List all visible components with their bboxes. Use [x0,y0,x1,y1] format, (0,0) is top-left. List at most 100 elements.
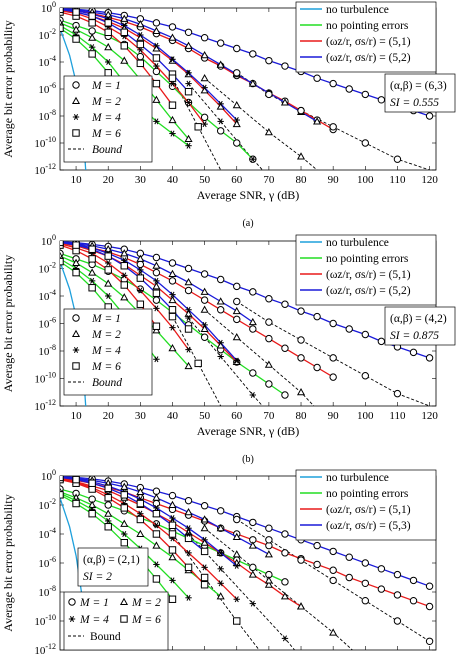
panel-caption: (a) [242,218,253,229]
no-pointing-point [153,118,160,125]
blue-series-point [88,245,96,253]
red-series-curve-M2 [60,478,302,608]
red-series-point [168,101,177,109]
blue-series-point [233,44,241,53]
bound-point [361,139,369,147]
x-tick-label: 90 [328,410,340,422]
blue-series-point [249,50,257,58]
no-pointing-point [185,142,192,149]
bound-point [233,617,241,625]
y-tick-label: 10-8 [38,343,56,358]
no-pointing-point [233,139,241,147]
star-stroke [186,530,191,538]
star-stroke [154,522,159,529]
blue-series-point [168,23,177,31]
red-series-point [329,373,337,381]
bound-point [329,123,337,131]
bound-point [393,155,402,163]
bound-point [217,565,224,572]
bound-point [217,353,224,360]
star-stroke [154,118,159,125]
blue-series-point [104,10,113,18]
blue-series-point [152,487,161,495]
red-series-curve-M6 [60,478,206,586]
no-pointing-point [152,95,161,103]
no-pointing-point [120,56,129,64]
no-pointing-point [88,277,96,284]
chart-panel-1: 100 10-2 10-4 10-6 10-8 10-10 10-12 10 20 30 40 50 6… [1,0,456,229]
y-axis-label: Average bit error probability [1,20,15,157]
blue-series-point [185,525,192,532]
bound-point [194,359,202,368]
plot-area [60,476,434,650]
star-stroke [202,84,207,91]
blue-series-point [265,524,273,532]
star-stroke [106,259,111,267]
no-pointing-point [184,134,193,143]
blue-series-point [249,518,257,527]
blue-series-point [184,325,193,333]
star-stroke [250,391,255,399]
star-stroke [170,56,175,63]
legend-marker-label: M = 2 [91,329,121,341]
bound-point [297,336,305,344]
red-series-point [409,597,418,605]
bound-point [194,123,202,131]
star-stroke [250,600,255,607]
legend-marker [72,113,80,121]
red-series-point [264,580,273,588]
legend-marker-label: M = 4 [91,345,121,357]
y-axis-label: Average bit error probability [1,494,15,631]
legend-marker [72,314,80,322]
blue-series-point [425,112,434,120]
blue-series-point [201,536,208,543]
star-stroke [218,100,223,107]
no-pointing-point [120,539,128,547]
star-stroke [218,353,223,360]
blue-series-point [153,277,160,284]
x-tick-label: 110 [389,410,406,422]
blue-series-point [345,325,353,333]
star-stroke [170,130,175,137]
red-series-point [153,305,160,312]
legend-marker-label: M = 6 [131,614,161,626]
no-pointing-point [185,594,192,601]
blue-series-point [217,339,224,346]
red-series-point [313,560,321,569]
x-tick-label: 70 [263,174,275,186]
red-series-point [201,121,208,128]
no-pointing-point [216,127,225,135]
y-tick-label: 10-6 [38,555,56,570]
red-series-point [184,286,193,295]
y-axis-label: Average bit error probability [1,255,15,392]
y-tick-label: 10-4 [38,526,56,541]
blue-series-point [169,291,176,298]
si-label: SI = 0.875 [390,330,439,342]
no-pointing-point [88,44,96,51]
red-series-point [345,573,353,582]
plot-area [60,8,434,170]
star-stroke [73,113,79,121]
blue-series-point [185,69,192,76]
bound-point [297,556,305,564]
no-pointing-point [72,268,80,277]
blue-series-point [281,530,289,538]
y-tick-label: 10-12 [34,642,56,655]
chart-panel-3: 100 10-2 10-4 10-6 10-8 10-10 10-12 Average bit… [1,468,437,655]
no-pointing-point [120,293,129,301]
red-series-point [313,363,321,372]
blue-series-point [152,26,161,35]
blue-series-point [152,19,161,27]
red-series-point [168,277,177,285]
blue-series-point [377,565,386,573]
star-stroke [154,42,159,49]
legend-marker [68,598,76,606]
blue-series-point [200,34,209,42]
star-stroke [186,549,191,556]
no-pointing-point [136,529,145,538]
blue-series-point [120,482,129,490]
bound-curve [172,316,222,406]
blue-series-point [216,523,225,532]
no-pointing-point [168,115,177,124]
blue-series-point [137,266,144,273]
